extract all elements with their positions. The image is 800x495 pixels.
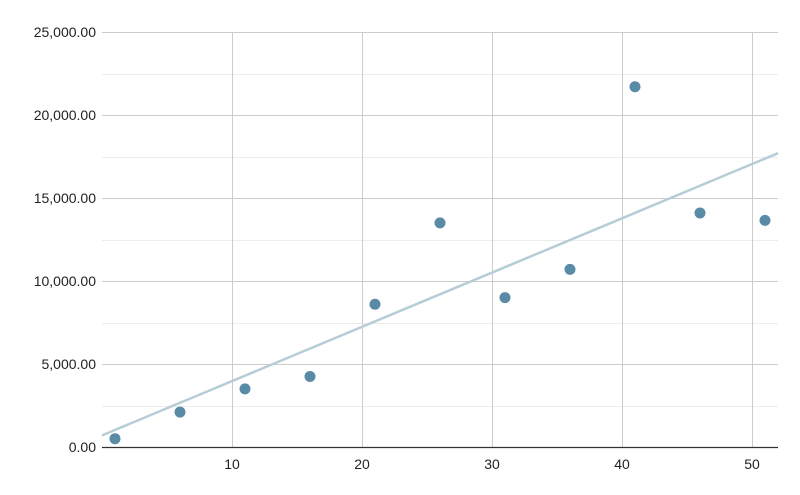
major-gridlines xyxy=(102,32,778,447)
data-point xyxy=(499,292,511,304)
trendline xyxy=(101,152,779,437)
data-point xyxy=(239,383,251,395)
data-point xyxy=(629,81,641,93)
data-point xyxy=(759,214,771,226)
x-tick-label: 40 xyxy=(614,456,630,472)
trendline-group xyxy=(101,152,779,437)
y-tick-label: 20,000.00 xyxy=(34,107,96,123)
x-tick-label: 30 xyxy=(484,456,500,472)
x-tick-label: 10 xyxy=(224,456,240,472)
data-point xyxy=(564,263,576,275)
y-tick-label: 15,000.00 xyxy=(34,190,96,206)
minor-gridlines xyxy=(102,74,778,407)
y-tick-label: 5,000.00 xyxy=(42,356,97,372)
y-tick-label: 10,000.00 xyxy=(34,273,96,289)
data-points xyxy=(109,81,771,445)
data-point xyxy=(109,433,121,445)
x-tick-label: 20 xyxy=(354,456,370,472)
data-point xyxy=(174,406,186,418)
data-point xyxy=(304,370,316,382)
data-point xyxy=(369,298,381,310)
x-tick-labels: 10 20 30 40 50 xyxy=(224,456,760,472)
y-tick-label: 0.00 xyxy=(69,439,96,455)
x-tick-label: 50 xyxy=(744,456,760,472)
y-tick-label: 25,000.00 xyxy=(34,24,96,40)
data-point xyxy=(434,217,446,229)
y-tick-labels: 0.00 5,000.00 10,000.00 15,000.00 20,000.00 2… xyxy=(34,24,97,455)
data-point xyxy=(694,207,706,219)
